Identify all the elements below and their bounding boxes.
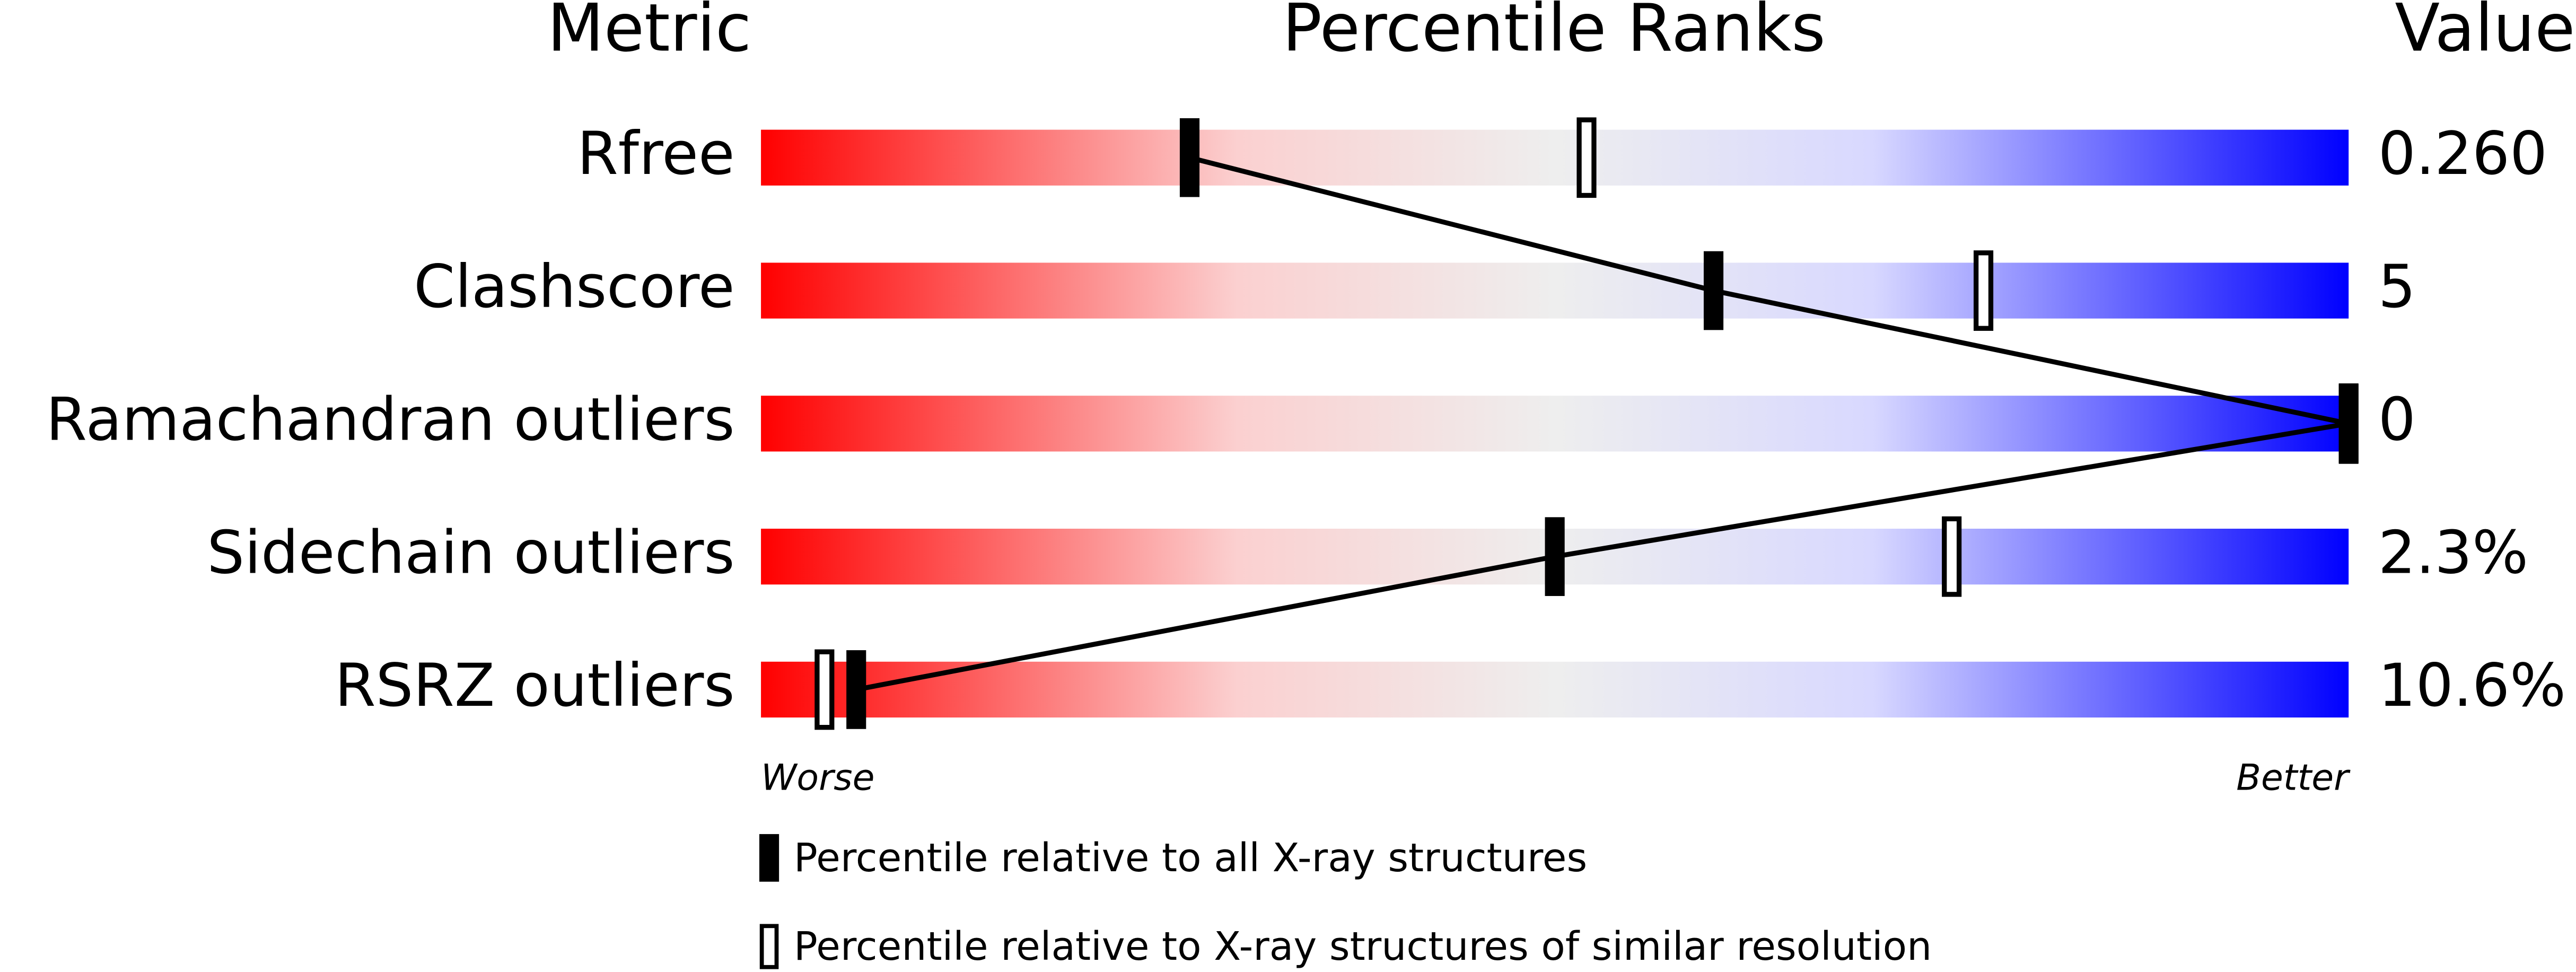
percentile-bar xyxy=(761,661,2349,718)
metric-value: 10.6% xyxy=(2378,652,2566,720)
header-value: Value xyxy=(2395,0,2575,67)
percentile-bar xyxy=(761,129,2349,186)
metric-label: Rfree xyxy=(577,120,734,188)
similar-marker xyxy=(814,649,835,730)
legend-label: Percentile relative to X-ray structures … xyxy=(794,923,1932,969)
similar-marker xyxy=(1942,516,1962,597)
header-metric: Metric xyxy=(547,0,751,67)
header-ranks: Percentile Ranks xyxy=(1282,0,1825,67)
legend-label: Percentile relative to all X-ray structu… xyxy=(794,835,1587,881)
worse-label: Worse xyxy=(761,757,874,799)
legend-swatch xyxy=(759,924,779,969)
connector-line xyxy=(855,155,2350,693)
metric-value: 0.260 xyxy=(2378,120,2547,188)
legend-swatch xyxy=(759,834,779,882)
percentile-bar xyxy=(761,262,2349,319)
similar-marker xyxy=(1973,250,1994,331)
percentile-bar xyxy=(761,396,2349,452)
metric-value: 2.3% xyxy=(2378,519,2528,587)
similar-marker xyxy=(1576,117,1597,198)
metric-label: Clashscore xyxy=(414,253,734,321)
metric-label: Sidechain outliers xyxy=(207,519,734,587)
better-label: Better xyxy=(2236,757,2351,799)
metric-label: RSRZ outliers xyxy=(335,652,734,720)
metric-value: 5 xyxy=(2378,253,2416,321)
metric-value: 0 xyxy=(2378,386,2416,454)
metric-label: Ramachandran outliers xyxy=(46,386,735,454)
